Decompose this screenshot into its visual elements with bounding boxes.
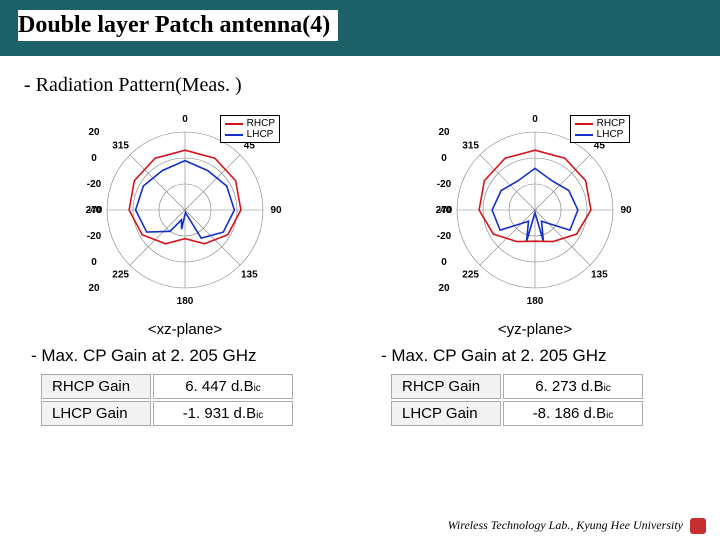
- page-title: Double layer Patch antenna(4): [18, 10, 338, 41]
- svg-text:-20: -20: [437, 179, 452, 190]
- lhcp-gain-value: -1. 931 d.Bic: [153, 401, 293, 426]
- charts-row: 04590135180225270315200-20-40-20020 RHCP…: [0, 105, 720, 428]
- svg-text:0: 0: [441, 153, 447, 164]
- university-logo-icon: [690, 518, 706, 534]
- svg-text:-20: -20: [87, 179, 102, 190]
- value-text: -1. 931 d.B: [183, 405, 256, 422]
- table-row: RHCP Gain 6. 273 d.Bic: [391, 374, 643, 399]
- value-text: -8. 186 d.B: [533, 405, 606, 422]
- header-bar: Double layer Patch antenna(4): [0, 0, 720, 56]
- legend-swatch-lhcp: [225, 134, 243, 136]
- lhcp-gain-label: LHCP Gain: [41, 401, 151, 426]
- svg-text:315: 315: [462, 141, 479, 152]
- svg-text:20: 20: [438, 283, 450, 294]
- legend-swatch-rhcp: [575, 123, 593, 125]
- polar-xz-wrap: 04590135180225270315200-20-40-20020 RHCP…: [80, 105, 290, 315]
- svg-text:225: 225: [112, 269, 129, 280]
- table-row: RHCP Gain 6. 447 d.Bic: [41, 374, 293, 399]
- plane-label-yz: <yz-plane>: [365, 321, 705, 338]
- polar-yz-wrap: 04590135180225270315200-20-40-20020 RHCP…: [430, 105, 640, 315]
- svg-text:180: 180: [177, 296, 194, 307]
- svg-text:20: 20: [88, 127, 100, 138]
- svg-text:0: 0: [91, 153, 97, 164]
- svg-text:-40: -40: [87, 205, 102, 216]
- lhcp-gain-value: -8. 186 d.Bic: [503, 401, 643, 426]
- legend-yz: RHCP LHCP: [570, 115, 630, 143]
- svg-text:20: 20: [438, 127, 450, 138]
- legend-label-lhcp: LHCP: [597, 129, 624, 140]
- subtitle: - Radiation Pattern(Meas. ): [24, 74, 720, 97]
- legend-label-rhcp: RHCP: [597, 118, 625, 129]
- unit-sub: ic: [606, 410, 613, 421]
- legend-label-rhcp: RHCP: [247, 118, 275, 129]
- svg-text:-20: -20: [437, 231, 452, 242]
- svg-text:135: 135: [241, 269, 258, 280]
- svg-text:-20: -20: [87, 231, 102, 242]
- table-row: LHCP Gain -1. 931 d.Bic: [41, 401, 293, 426]
- gain-title-yz: - Max. CP Gain at 2. 205 GHz: [381, 346, 705, 366]
- value-text: 6. 273 d.B: [535, 378, 603, 395]
- svg-text:20: 20: [88, 283, 100, 294]
- svg-text:225: 225: [462, 269, 479, 280]
- rhcp-gain-value: 6. 273 d.Bic: [503, 374, 643, 399]
- chart-yz: 04590135180225270315200-20-40-20020 RHCP…: [365, 105, 705, 428]
- svg-text:90: 90: [270, 205, 282, 216]
- svg-text:-40: -40: [437, 205, 452, 216]
- svg-text:90: 90: [620, 205, 632, 216]
- svg-text:180: 180: [527, 296, 544, 307]
- gain-title-xz: - Max. CP Gain at 2. 205 GHz: [31, 346, 355, 366]
- svg-text:315: 315: [112, 141, 129, 152]
- svg-text:0: 0: [91, 257, 97, 268]
- unit-sub: ic: [254, 383, 261, 394]
- unit-sub: ic: [256, 410, 263, 421]
- legend-row: LHCP: [225, 129, 275, 140]
- lhcp-gain-label: LHCP Gain: [391, 401, 501, 426]
- legend-swatch-rhcp: [225, 123, 243, 125]
- legend-row: RHCP: [575, 118, 625, 129]
- svg-text:0: 0: [182, 114, 188, 125]
- footer-text: Wireless Technology Lab., Kyung Hee Univ…: [448, 518, 683, 532]
- legend-label-lhcp: LHCP: [247, 129, 274, 140]
- rhcp-gain-label: RHCP Gain: [41, 374, 151, 399]
- gain-table-yz: RHCP Gain 6. 273 d.Bic LHCP Gain -8. 186…: [389, 372, 645, 428]
- legend-xz: RHCP LHCP: [220, 115, 280, 143]
- legend-row: RHCP: [225, 118, 275, 129]
- legend-row: LHCP: [575, 129, 625, 140]
- unit-sub: ic: [604, 383, 611, 394]
- svg-text:0: 0: [532, 114, 538, 125]
- svg-text:0: 0: [441, 257, 447, 268]
- gain-table-xz: RHCP Gain 6. 447 d.Bic LHCP Gain -1. 931…: [39, 372, 295, 428]
- footer: Wireless Technology Lab., Kyung Hee Univ…: [448, 518, 706, 534]
- plane-label-xz: <xz-plane>: [15, 321, 355, 338]
- rhcp-gain-value: 6. 447 d.Bic: [153, 374, 293, 399]
- legend-swatch-lhcp: [575, 134, 593, 136]
- svg-text:135: 135: [591, 269, 608, 280]
- value-text: 6. 447 d.B: [185, 378, 253, 395]
- rhcp-gain-label: RHCP Gain: [391, 374, 501, 399]
- chart-xz: 04590135180225270315200-20-40-20020 RHCP…: [15, 105, 355, 428]
- table-row: LHCP Gain -8. 186 d.Bic: [391, 401, 643, 426]
